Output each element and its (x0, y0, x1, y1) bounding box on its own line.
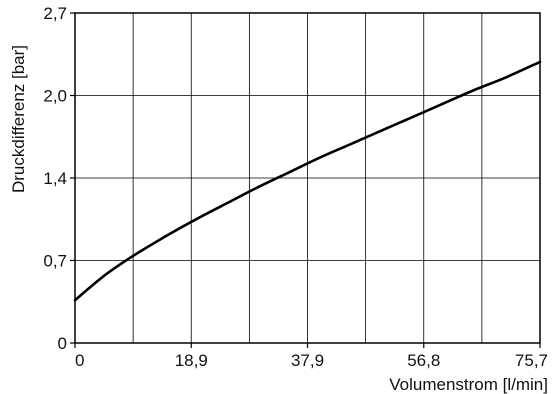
x-tick-label: 37,9 (291, 351, 324, 370)
x-tick-label: 18,9 (175, 351, 208, 370)
x-axis-ticks: 0 18,9 37,9 56,8 75,7 (74, 343, 548, 370)
y-tick-label: 0 (58, 334, 67, 353)
x-tick-label: 75,7 (515, 351, 548, 370)
x-axis-label: Volumenstrom [l/min] (389, 375, 548, 394)
series-line (73, 60, 542, 302)
x-tick-label: 56,8 (407, 351, 440, 370)
x-tick-label: 0 (75, 351, 84, 370)
y-tick-label: 0,7 (43, 252, 67, 271)
y-tick-label: 2,7 (43, 4, 67, 23)
y-tick-label: 1,4 (43, 169, 67, 188)
y-axis-ticks: 0 0,7 1,4 2,0 2,7 (43, 4, 75, 353)
y-axis-label: Druckdifferenz [bar] (9, 45, 28, 193)
y-tick-label: 2,0 (43, 87, 67, 106)
grid (75, 13, 540, 343)
